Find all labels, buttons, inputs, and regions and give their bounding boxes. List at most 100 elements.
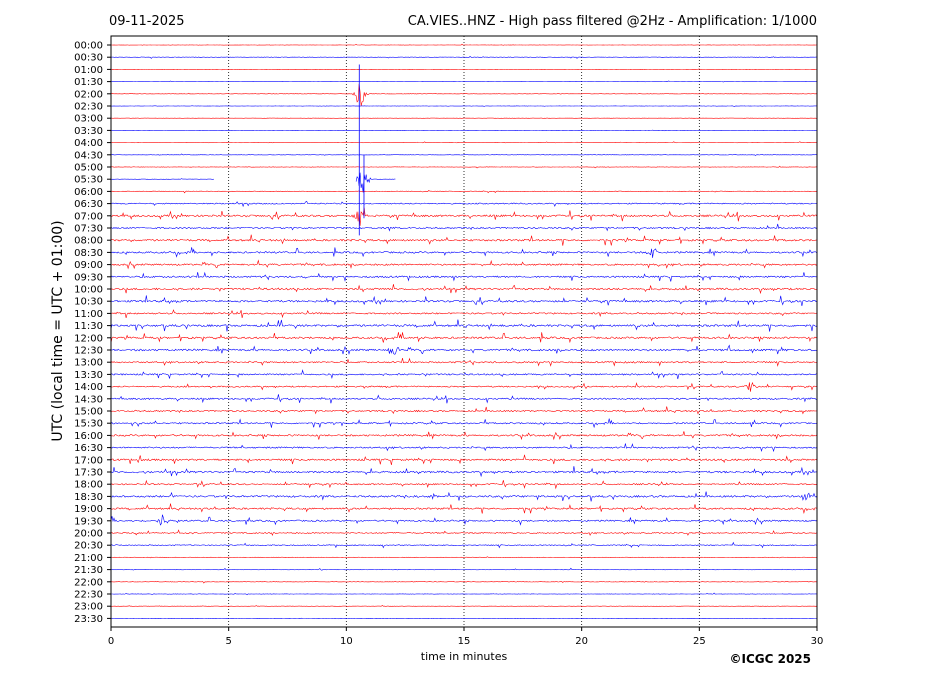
trace-line <box>110 567 818 571</box>
trace-line <box>110 259 818 270</box>
row-label: 23:30 <box>74 614 103 625</box>
trace-line <box>110 83 818 106</box>
row-label: 04:00 <box>74 138 103 149</box>
x-tick-label: 0 <box>108 636 114 647</box>
row-label: 05:30 <box>74 175 103 186</box>
row-label: 12:30 <box>74 346 103 357</box>
trace-line <box>110 479 818 490</box>
copyright-text: ©ICGC 2025 <box>729 652 811 666</box>
row-label: 06:30 <box>74 199 103 210</box>
trace-line <box>110 581 818 584</box>
trace-line <box>110 418 818 429</box>
row-label: 20:00 <box>74 529 103 540</box>
row-label: 23:00 <box>74 602 103 613</box>
trace-line <box>111 592 817 596</box>
row-label: 00:00 <box>74 41 103 52</box>
row-label: 05:00 <box>74 163 103 174</box>
row-label: 18:30 <box>74 492 103 503</box>
row-label: 08:30 <box>74 248 103 259</box>
trace-line <box>110 141 818 144</box>
row-label: 22:00 <box>74 577 103 588</box>
row-label: 14:00 <box>74 382 103 393</box>
row-label: 06:00 <box>74 187 103 198</box>
trace-line <box>110 153 818 156</box>
trace-line <box>110 491 818 502</box>
trace-line <box>111 43 818 46</box>
trace-line <box>110 295 818 307</box>
row-label: 21:00 <box>74 553 103 564</box>
x-tick-label: 10 <box>340 636 353 647</box>
row-label: 15:30 <box>74 419 103 430</box>
trace-line <box>110 284 818 295</box>
row-label: 22:30 <box>74 590 103 601</box>
trace-line <box>110 344 818 355</box>
x-tick-label: 30 <box>811 636 824 647</box>
row-label: 02:30 <box>74 102 103 113</box>
trace-line <box>110 271 818 282</box>
row-label: 17:00 <box>74 455 103 466</box>
trace-line <box>110 503 818 515</box>
x-axis-label: time in minutes <box>421 650 508 663</box>
row-label: 21:30 <box>74 565 103 576</box>
row-label: 00:30 <box>74 53 103 64</box>
row-label: 17:30 <box>74 468 103 479</box>
trace-line <box>110 541 818 549</box>
x-tick-label: 5 <box>225 636 231 647</box>
row-label: 03:00 <box>74 114 103 125</box>
trace-line <box>110 207 818 226</box>
trace-line <box>110 68 817 71</box>
trace-rows <box>110 43 818 620</box>
row-label: 11:00 <box>74 309 103 320</box>
x-axis-ticks: 0 5 10 15 20 25 30 <box>108 627 824 647</box>
trace-line <box>110 406 818 415</box>
trace-line <box>110 443 818 453</box>
trace-line <box>110 80 818 83</box>
trace-line <box>110 309 818 319</box>
trace-line <box>111 394 818 404</box>
row-label: 16:30 <box>74 443 103 454</box>
trace-line <box>111 165 818 169</box>
row-label: 20:30 <box>74 541 103 552</box>
row-label: 07:00 <box>74 211 103 222</box>
chart-date: 09-11-2025 <box>109 14 185 29</box>
row-label: 02:00 <box>74 89 103 100</box>
row-label: 10:30 <box>74 297 103 308</box>
trace-line <box>110 357 818 367</box>
chart-title: CA.VIES..HNZ - High pass filtered @2Hz -… <box>408 14 817 29</box>
trace-line <box>110 247 818 258</box>
row-label: 08:00 <box>74 236 103 247</box>
row-label: 13:30 <box>74 370 103 381</box>
row-label: 09:00 <box>74 260 103 271</box>
trace-line <box>110 617 818 620</box>
vertical-gridlines <box>228 36 700 627</box>
row-label: 03:30 <box>74 126 103 137</box>
row-label: 18:00 <box>74 480 103 491</box>
row-label: 19:00 <box>74 504 103 515</box>
row-label: 13:00 <box>74 358 103 369</box>
row-label: 16:00 <box>74 431 103 442</box>
row-label: 19:30 <box>74 516 103 527</box>
trace-line <box>110 556 817 559</box>
trace-line <box>111 605 818 607</box>
x-tick-label: 20 <box>575 636 588 647</box>
trace-line <box>110 105 817 107</box>
trace-line <box>110 514 818 526</box>
trace-line <box>110 369 818 380</box>
x-tick-label: 25 <box>693 636 706 647</box>
plot-frame <box>110 35 818 628</box>
trace-line <box>110 129 818 132</box>
row-label: 04:30 <box>74 150 103 161</box>
row-label: 10:00 <box>74 285 103 296</box>
row-label: 12:00 <box>74 333 103 344</box>
row-label: 15:00 <box>74 407 103 418</box>
row-label: 01:00 <box>74 65 103 76</box>
trace-line <box>110 189 818 194</box>
y-axis-label: UTC (local time = UTC + 01:00) <box>50 220 66 441</box>
trace-line <box>110 332 818 344</box>
trace-line <box>110 234 818 246</box>
trace-line <box>110 454 818 465</box>
trace-line <box>110 529 817 537</box>
trace-line <box>110 431 818 441</box>
trace-line <box>110 200 818 208</box>
